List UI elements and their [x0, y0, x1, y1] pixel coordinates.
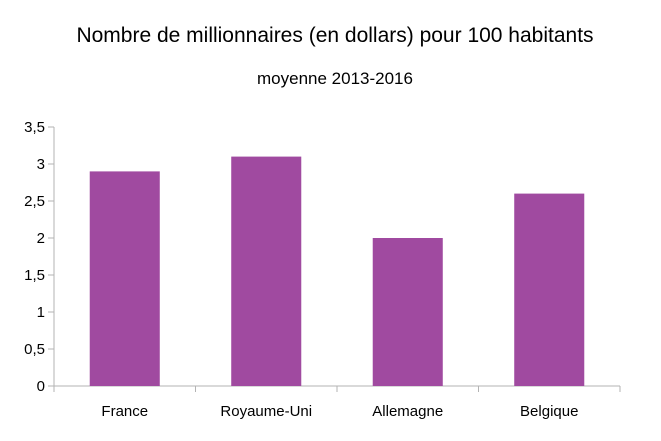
y-tick-label: 0 [37, 378, 45, 395]
bar [372, 238, 443, 386]
chart-title: Nombre de millionnaires (en dollars) pou… [76, 24, 593, 47]
y-tick-label: 3 [37, 156, 45, 173]
y-tick-label: 1,5 [24, 267, 45, 284]
y-tick-label: 3,5 [24, 119, 45, 136]
bar [231, 156, 302, 386]
x-tick-label: France [101, 403, 148, 420]
y-tick-label: 2 [37, 230, 45, 247]
y-tick-label: 0,5 [24, 341, 45, 358]
plot-area: 0 0,5 1 1,5 2 2,5 3 3,5 France Royaume-Uni Allemag… [24, 119, 621, 420]
x-tick-label: Royaume-Uni [220, 403, 312, 420]
bar [89, 171, 160, 386]
y-tick-label: 2,5 [24, 193, 45, 210]
chart-subtitle: moyenne 2013-2016 [257, 69, 413, 88]
y-tick-label: 1 [37, 304, 45, 321]
bar [514, 193, 585, 386]
x-tick-label: Allemagne [372, 403, 443, 420]
x-tick-label: Belgique [520, 403, 578, 420]
